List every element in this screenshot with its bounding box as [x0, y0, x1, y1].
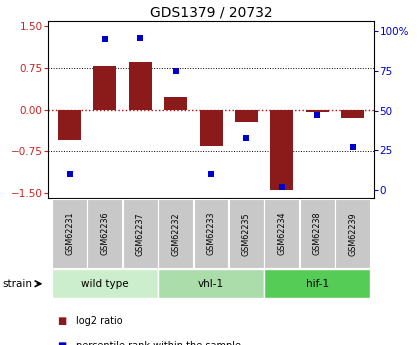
Point	[137, 35, 144, 40]
Bar	[335, 199, 370, 268]
Bar	[87, 199, 122, 268]
Text: log2 ratio: log2 ratio	[76, 316, 122, 326]
Text: GSM62231: GSM62231	[65, 212, 74, 256]
Bar	[52, 199, 87, 268]
Bar	[123, 199, 158, 268]
Text: GSM62233: GSM62233	[207, 212, 215, 256]
Bar	[200, 110, 223, 146]
Point	[66, 171, 73, 177]
Bar	[194, 199, 228, 268]
Text: wild type: wild type	[81, 279, 129, 289]
Text: GSM62237: GSM62237	[136, 212, 145, 256]
Text: ■: ■	[57, 341, 66, 345]
Bar	[229, 199, 264, 268]
Bar	[93, 66, 116, 110]
Point	[172, 68, 179, 74]
Point	[208, 171, 215, 177]
Point	[349, 144, 356, 150]
Bar	[235, 110, 258, 122]
Text: vhl-1: vhl-1	[198, 279, 224, 289]
Text: percentile rank within the sample: percentile rank within the sample	[76, 341, 241, 345]
Point	[314, 112, 320, 118]
Bar	[164, 97, 187, 110]
Point	[243, 135, 250, 140]
Text: hif-1: hif-1	[306, 279, 329, 289]
Point	[278, 184, 285, 189]
Title: GDS1379 / 20732: GDS1379 / 20732	[150, 6, 272, 20]
Text: strain: strain	[2, 279, 32, 289]
Text: GSM62235: GSM62235	[242, 212, 251, 256]
Text: GSM62238: GSM62238	[313, 212, 322, 256]
Bar	[264, 269, 370, 298]
Text: GSM62236: GSM62236	[100, 212, 109, 256]
Text: GSM62239: GSM62239	[348, 212, 357, 256]
Bar	[341, 110, 364, 118]
Bar	[264, 199, 299, 268]
Bar	[306, 110, 329, 112]
Bar	[129, 62, 152, 110]
Bar	[300, 199, 334, 268]
Bar	[270, 110, 293, 190]
Text: GSM62232: GSM62232	[171, 212, 180, 256]
Text: ■: ■	[57, 316, 66, 326]
Bar	[58, 110, 81, 140]
Point	[102, 37, 108, 42]
Bar	[158, 199, 193, 268]
Bar	[52, 269, 158, 298]
Bar	[158, 269, 264, 298]
Text: GSM62234: GSM62234	[277, 212, 286, 256]
